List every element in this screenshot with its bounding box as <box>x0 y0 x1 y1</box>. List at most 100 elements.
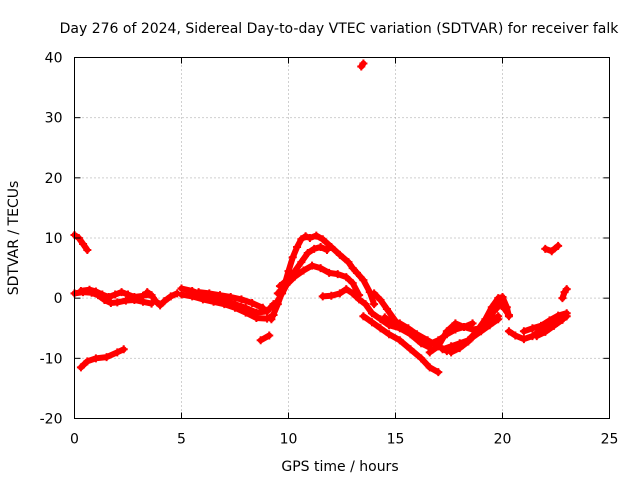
data-point <box>404 324 413 333</box>
data-point <box>376 324 385 333</box>
x-tick-label: 10 <box>280 432 298 448</box>
data-point <box>489 307 498 316</box>
data-point <box>442 327 451 336</box>
data-series <box>541 241 563 256</box>
x-tick-label: 25 <box>601 432 619 448</box>
data-point <box>119 345 128 354</box>
data-point <box>216 291 225 300</box>
data-point <box>541 244 550 253</box>
data-point <box>76 286 85 295</box>
data-point <box>188 292 197 301</box>
data-point <box>406 345 415 354</box>
data-point <box>91 287 100 296</box>
data-point <box>318 292 327 301</box>
data-series <box>519 309 571 336</box>
y-tick-label: 10 <box>45 231 63 247</box>
data-series <box>256 331 274 345</box>
data-point <box>111 290 120 299</box>
data-point <box>117 288 126 297</box>
data-point <box>500 304 509 313</box>
data-point <box>348 289 357 298</box>
data-series <box>359 312 443 377</box>
data-point <box>265 331 274 340</box>
data-point <box>79 240 88 249</box>
data-point <box>156 301 165 310</box>
data-point <box>166 292 175 301</box>
data-point <box>342 273 351 282</box>
data-point <box>367 309 376 318</box>
data-point <box>297 235 306 244</box>
data-point <box>220 300 229 309</box>
data-point <box>271 300 280 309</box>
data-point <box>335 250 344 259</box>
data-point <box>504 311 513 320</box>
data-point <box>318 235 327 244</box>
data-point <box>312 231 321 240</box>
data-series <box>267 231 379 324</box>
data-point <box>130 292 139 301</box>
data-series <box>275 270 302 291</box>
data-point <box>558 315 567 324</box>
data-point <box>385 330 394 339</box>
data-point <box>310 244 319 253</box>
data-point <box>472 329 481 338</box>
data-point <box>273 289 282 298</box>
y-tick-label: 30 <box>45 111 63 127</box>
data-point <box>231 303 239 312</box>
data-point <box>275 282 284 291</box>
data-point <box>562 285 571 294</box>
data-point <box>352 268 361 277</box>
y-axis-label: SDTVAR / TECUs <box>6 181 22 296</box>
data-point <box>494 312 503 321</box>
data-point <box>380 313 389 322</box>
data-point <box>121 296 130 305</box>
x-axis-label: GPS time / hours <box>281 459 398 475</box>
data-point <box>367 318 376 327</box>
data-point <box>494 294 503 303</box>
data-trace <box>178 291 277 322</box>
data-point <box>237 295 246 304</box>
data-point <box>547 247 556 256</box>
data-point <box>387 318 396 327</box>
data-point <box>143 288 152 297</box>
data-point <box>335 289 344 298</box>
grid-layer <box>74 57 610 419</box>
data-point <box>113 298 122 307</box>
data-point <box>511 331 520 340</box>
data-series <box>558 285 571 303</box>
data-point <box>438 345 447 354</box>
data-point <box>504 327 513 336</box>
data-point <box>83 357 92 366</box>
data-point <box>333 270 342 279</box>
data-point <box>226 292 235 301</box>
data-point <box>177 290 186 299</box>
data-point <box>481 318 490 327</box>
data-layer <box>70 59 571 377</box>
data-point <box>451 319 460 328</box>
data-point <box>85 285 94 294</box>
data-point <box>376 295 385 304</box>
tick-layer: 0 5 10 15 20 25 -20 -10 0 10 20 30 40 <box>40 51 619 448</box>
data-point <box>305 234 314 242</box>
data-point <box>519 335 528 344</box>
data-point <box>209 297 218 306</box>
data-point <box>102 353 111 362</box>
data-point <box>528 324 537 333</box>
data-point <box>252 314 261 323</box>
x-tick-label: 20 <box>494 432 512 448</box>
data-point <box>76 363 85 372</box>
data-point <box>138 291 147 300</box>
data-point <box>256 336 265 345</box>
data-point <box>91 354 100 363</box>
x-tick-label: 15 <box>387 432 405 448</box>
data-point <box>348 264 357 273</box>
data-point <box>455 344 464 353</box>
y-tick-label: 0 <box>54 291 63 307</box>
data-point <box>284 274 293 283</box>
data-point <box>83 246 92 255</box>
data-point <box>160 297 169 306</box>
data-point <box>198 295 207 304</box>
data-point <box>344 258 353 267</box>
data-point <box>267 315 276 324</box>
